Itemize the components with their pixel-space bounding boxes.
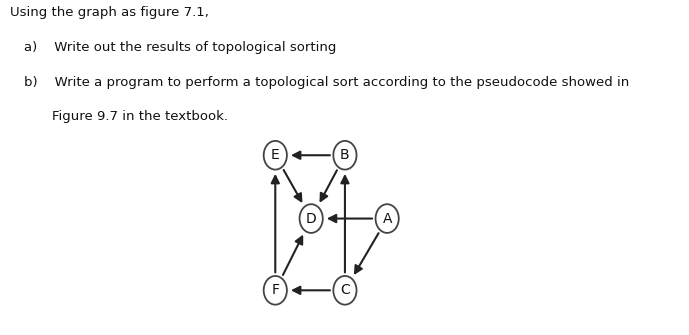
Text: Using the graph as figure 7.1,: Using the graph as figure 7.1, [10,6,209,19]
Ellipse shape [333,141,356,170]
Ellipse shape [264,276,287,305]
Ellipse shape [264,141,287,170]
Text: A: A [382,212,392,225]
Text: b)    Write a program to perform a topological sort according to the pseudocode : b) Write a program to perform a topologi… [24,76,629,89]
Text: F: F [271,283,279,297]
Text: B: B [340,148,350,162]
Ellipse shape [333,276,356,305]
Text: C: C [340,283,350,297]
Ellipse shape [376,204,399,233]
Text: Figure 9.7 in the textbook.: Figure 9.7 in the textbook. [52,110,227,123]
Ellipse shape [300,204,322,233]
Text: D: D [306,212,316,225]
Text: E: E [271,148,280,162]
Text: a)    Write out the results of topological sorting: a) Write out the results of topological … [24,41,336,54]
